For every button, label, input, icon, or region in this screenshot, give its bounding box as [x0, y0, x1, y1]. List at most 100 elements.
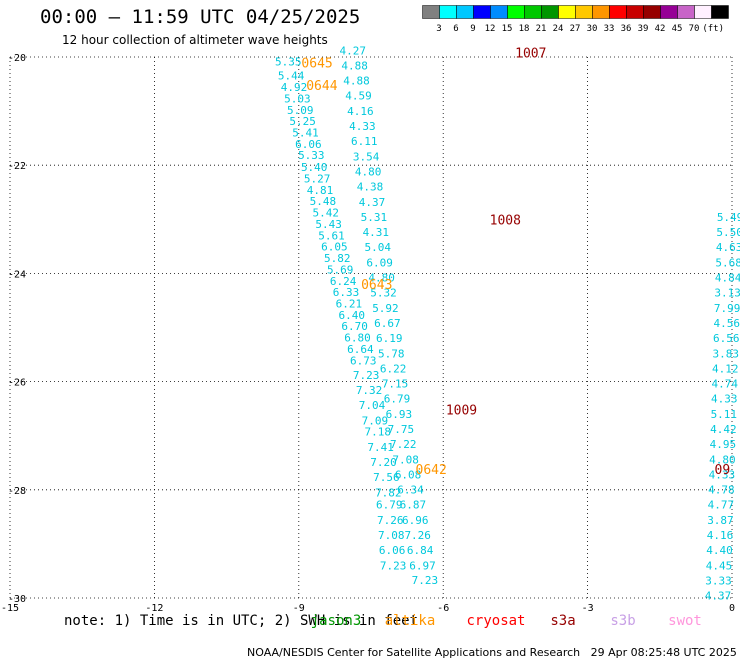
wave-height-label: 5.68 [715, 256, 740, 269]
wave-height-label: 5.49 [717, 211, 740, 224]
legend-swatch [643, 5, 661, 19]
wave-height-label: 3.13 [714, 287, 740, 300]
wave-height-label: 6.24 [330, 275, 357, 288]
wave-height-label: 6.96 [402, 514, 429, 527]
wave-height-label: 6.06 [379, 544, 406, 557]
wave-height-label: 4.27 [339, 44, 366, 57]
wave-height-label: 4.37 [359, 196, 386, 209]
legend-tick: 24 [553, 24, 564, 33]
wave-height-label: 6.33 [333, 286, 360, 299]
wave-height-label: 6.67 [374, 317, 401, 330]
wave-height-label: 5.82 [324, 252, 351, 265]
y-tick-label: -22 [8, 161, 26, 172]
satellite-legend-altika: altika [385, 613, 436, 629]
legend-tick: 42 [655, 24, 666, 33]
wave-height-label: 6.19 [376, 332, 403, 345]
wave-height-label: 7.23 [380, 559, 407, 572]
wave-height-label: 5.04 [364, 241, 391, 254]
wave-height-label: 3.33 [705, 574, 732, 587]
legend-swatch [694, 5, 712, 19]
wave-height-label: 3.54 [353, 150, 380, 163]
wave-height-label: 7.20 [370, 456, 397, 469]
x-tick-label: -12 [145, 603, 163, 614]
wave-height-label: 4.37 [705, 590, 732, 603]
wave-height-label: 6.40 [338, 309, 365, 322]
wave-height-label: 6.34 [397, 484, 424, 497]
wave-height-label: 6.09 [366, 256, 393, 269]
legend-swatch [422, 5, 440, 19]
wave-height-label: 6.97 [409, 559, 436, 572]
wave-height-label: 7.32 [356, 384, 383, 397]
wave-height-label: 7.23 [412, 574, 439, 587]
y-tick-label: -26 [8, 378, 26, 389]
wave-height-label: 6.22 [380, 362, 407, 375]
legend-swatch [558, 5, 576, 19]
wave-height-label: 4.81 [307, 184, 334, 197]
legend-tick: 33 [604, 24, 615, 33]
wave-height-label: 4.95 [710, 438, 737, 451]
wave-height-label: 5.69 [327, 263, 354, 276]
legend-swatch [711, 5, 729, 19]
wave-height-label: 4.77 [708, 499, 735, 512]
pass-time-label: 1007 [515, 47, 546, 62]
wave-height-label: 6.06 [295, 138, 322, 151]
note-text: note: 1) Time is in UTC; 2) SWH is in fe… [64, 613, 418, 629]
legend-swatch [626, 5, 644, 19]
wave-height-label: 7.18 [364, 426, 391, 439]
wave-height-label: 6.93 [386, 408, 413, 421]
wave-height-label: 5.40 [301, 161, 328, 174]
legend-swatch [677, 5, 695, 19]
pass-time-label: 0644 [306, 79, 337, 94]
wave-height-label: 7.26 [377, 514, 404, 527]
wave-height-label: 5.44 [278, 70, 305, 83]
legend-swatch [609, 5, 627, 19]
wave-height-label: 5.50 [716, 226, 740, 239]
legend-swatch [490, 5, 508, 19]
legend-swatch [575, 5, 593, 19]
wave-height-label: 5.09 [287, 104, 314, 117]
legend-swatch [541, 5, 559, 19]
legend-unit: (ft) [702, 24, 724, 33]
wave-height-label: 7.75 [388, 423, 415, 436]
wave-height-label: 7.08 [378, 529, 405, 542]
legend-tick: 27 [570, 24, 581, 33]
axes: -15 -12 -9 -6 -3 0-20-22-24-26-28-30 [1, 53, 735, 614]
wave-height-label: 7.22 [390, 438, 417, 451]
legend-swatch [456, 5, 474, 19]
wave-height-label: 5.42 [313, 207, 340, 220]
satellite-legend-s3b: s3b [610, 613, 635, 629]
wave-height-label: 5.32 [370, 287, 397, 300]
wave-height-label: 4.80 [355, 165, 382, 178]
wave-height-label: 5.35 [275, 56, 302, 69]
footer: NOAA/NESDIS Center for Satellite Applica… [240, 633, 737, 659]
wave-height-label: 6.73 [350, 354, 377, 367]
x-tick-label: -15 [1, 603, 19, 614]
wave-height-label: 4.63 [716, 241, 740, 254]
wave-height-label: 6.56 [713, 332, 740, 345]
x-tick-label: 0 [729, 603, 735, 614]
wave-height-label: 4.80 [368, 272, 395, 285]
wave-height-label: 5.92 [372, 302, 399, 315]
wave-height-label: 6.79 [384, 393, 411, 406]
legend-tick: 21 [536, 24, 547, 33]
wave-height-label: 5.48 [310, 195, 337, 208]
legend-tick: 3 [436, 24, 441, 33]
legend-tick: 6 [453, 24, 458, 33]
pass-time-label: 09 [715, 463, 731, 478]
wave-height-label: 7.99 [714, 302, 740, 315]
wave-height-label: 7.04 [359, 399, 386, 412]
wave-height-label: 5.03 [284, 92, 311, 105]
satellite-legend-cryosat: cryosat [466, 613, 525, 629]
wave-height-label: 4.31 [363, 226, 390, 239]
wave-height-label: 4.16 [347, 105, 374, 118]
wave-height-label: 5.31 [361, 211, 388, 224]
wave-height-label: 4.56 [713, 317, 740, 330]
data-points: 5.355.444.925.035.095.255.416.065.335.40… [275, 44, 740, 602]
wave-height-label: 4.38 [357, 181, 384, 194]
wave-height-label: 5.11 [711, 408, 738, 421]
wave-height-label: 4.12 [712, 362, 739, 375]
pass-time-label: 0643 [361, 278, 392, 293]
wave-height-label: 7.82 [375, 486, 402, 499]
legend-swatch [507, 5, 525, 19]
x-tick-label: -6 [437, 603, 449, 614]
